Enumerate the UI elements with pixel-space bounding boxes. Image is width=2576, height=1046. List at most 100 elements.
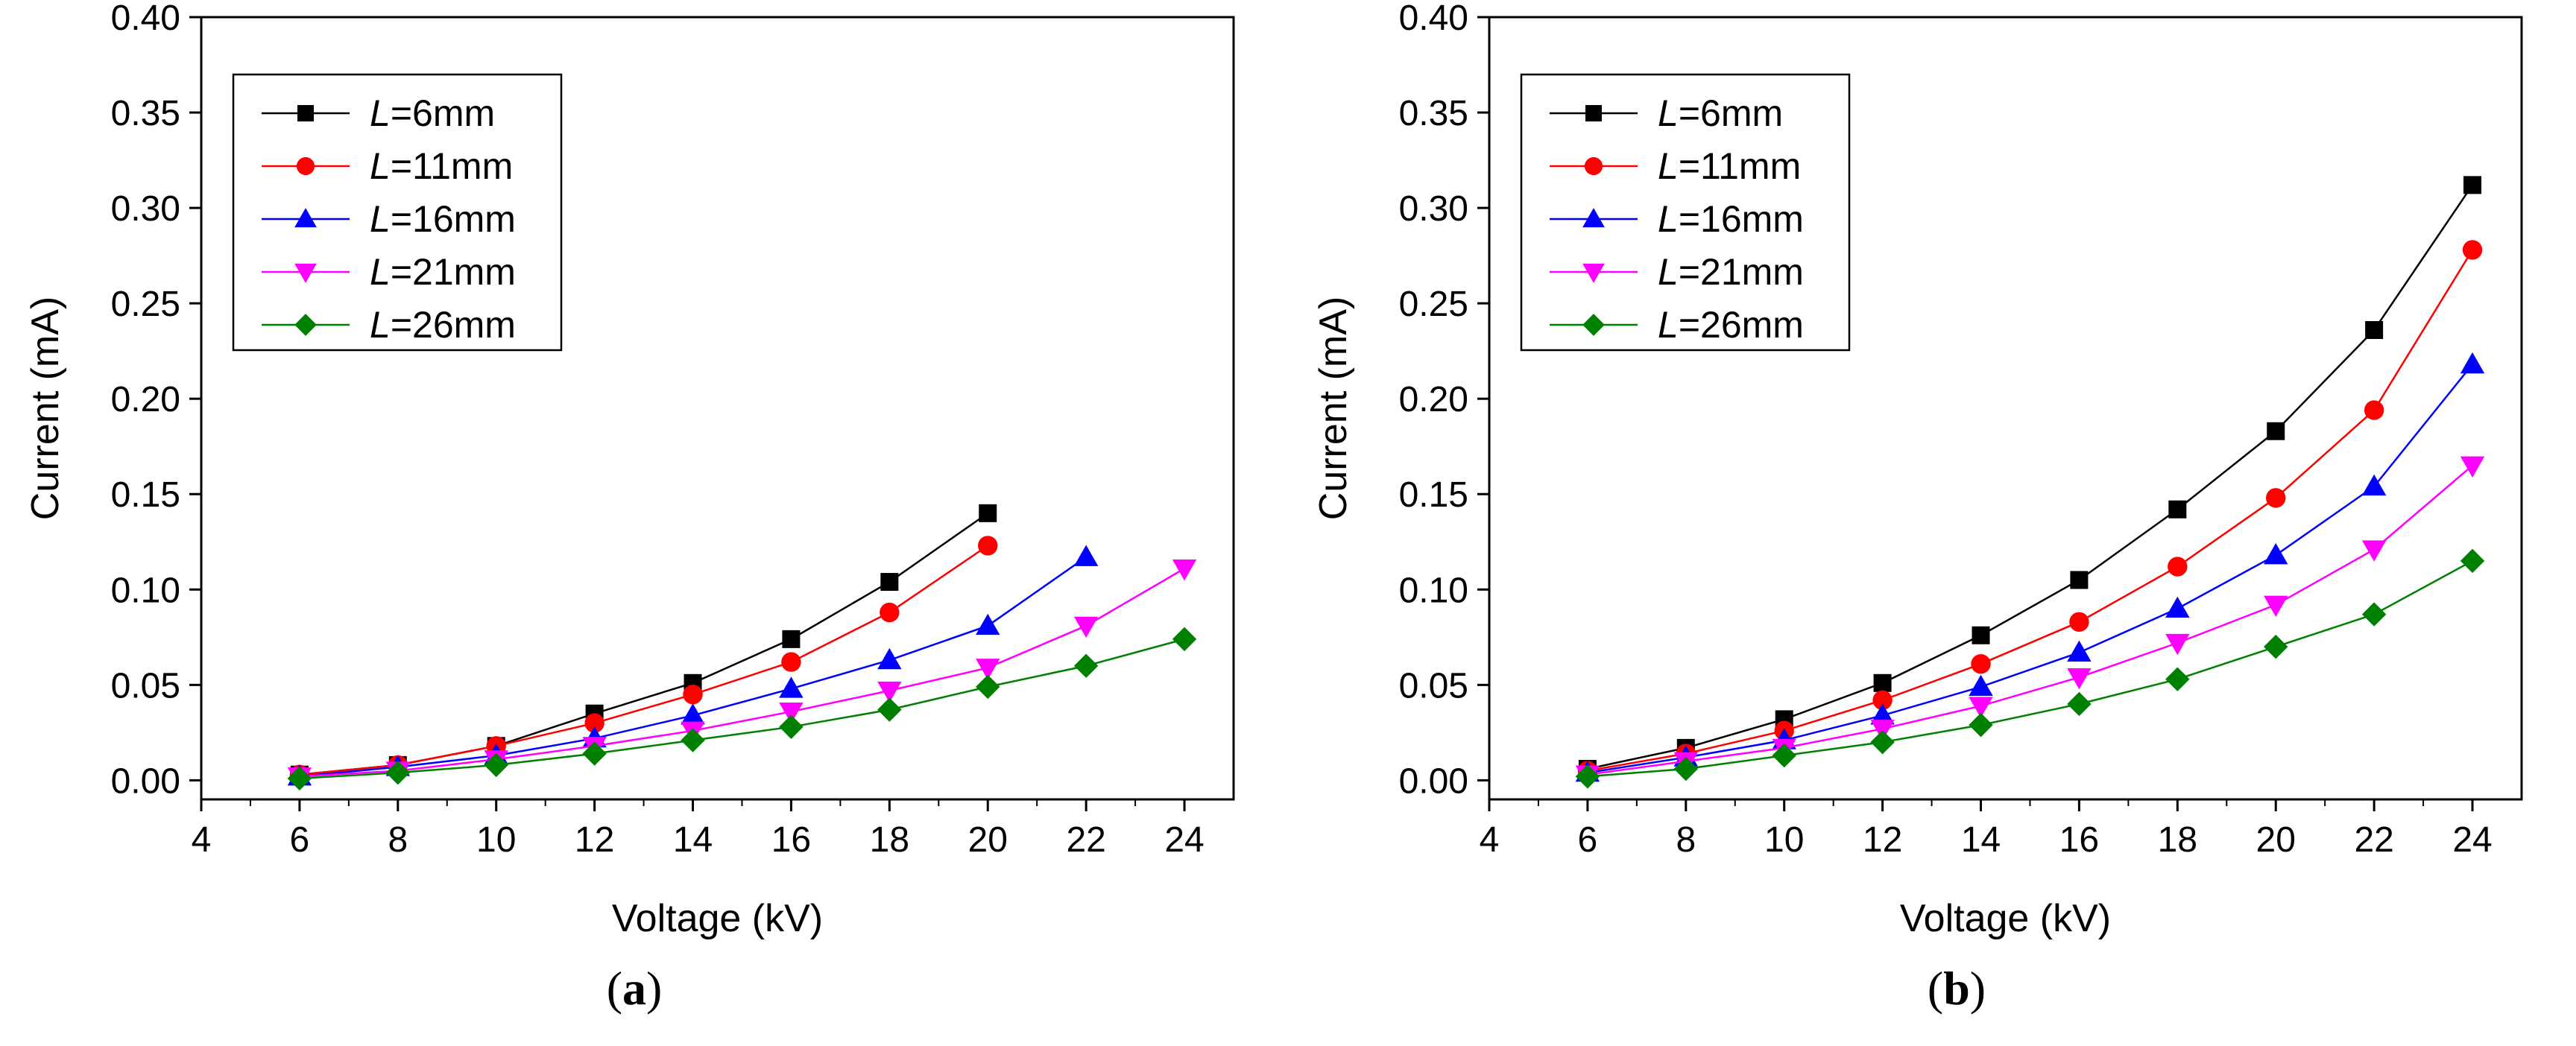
data-point <box>582 741 607 766</box>
data-point <box>1971 653 1991 674</box>
data-point <box>584 713 604 733</box>
data-point <box>880 573 899 592</box>
y-tick-label: 0.00 <box>1399 761 1468 801</box>
x-tick-label: 14 <box>673 820 713 860</box>
data-point <box>1073 653 1099 678</box>
data-point <box>1972 626 1990 644</box>
data-point <box>779 714 804 739</box>
series-26mm <box>287 627 1197 791</box>
chart-panel-a: 0.00 0.05 0.10 0.15 0.20 0.25 0.30 0.35 0.40 4 6 8 1… <box>24 0 1235 1015</box>
data-point <box>683 684 703 705</box>
legend-entry: L=6mm <box>1658 92 1783 134</box>
x-tick-label: 14 <box>1961 820 2001 860</box>
series-line <box>299 568 1185 778</box>
legend-box <box>232 73 563 352</box>
legend-entry: L=26mm <box>370 304 516 346</box>
legend-entry: L=11mm <box>1658 145 1801 187</box>
x-tick-label: 12 <box>1863 820 1902 860</box>
legend-entry: L=21mm <box>1658 251 1804 293</box>
legend-marker <box>296 156 315 176</box>
data-point <box>2361 540 2387 562</box>
x-tick-label: 22 <box>2354 820 2393 860</box>
x-tick-label: 24 <box>2452 820 2492 860</box>
y-tick-label: 0.20 <box>1399 380 1468 419</box>
panel-b-caption: (b) <box>1927 962 1986 1015</box>
y-tick-label: 0.40 <box>1399 0 1468 38</box>
data-point <box>779 676 804 698</box>
data-point <box>1073 616 1099 638</box>
legend-marker <box>1584 156 1603 176</box>
x-tick-label: 16 <box>2059 820 2099 860</box>
data-point <box>2460 352 2485 374</box>
data-point <box>287 766 312 791</box>
y-tick-label: 0.25 <box>1399 285 1468 324</box>
plot-frame <box>200 16 1235 801</box>
data-point <box>1673 756 1699 782</box>
data-point <box>877 647 902 670</box>
data-point <box>979 504 997 522</box>
legend-marker <box>1582 208 1605 228</box>
data-point <box>880 602 900 623</box>
data-point <box>2266 488 2286 508</box>
data-point <box>877 697 902 722</box>
legend-marker <box>294 314 317 336</box>
data-point <box>976 659 1000 680</box>
y-tick-label: 0.20 <box>111 380 180 419</box>
data-point <box>2462 240 2483 260</box>
x-tick-label: 10 <box>476 820 516 860</box>
data-point <box>2365 321 2384 339</box>
x-axis-label: Voltage (kV) <box>1900 897 2111 940</box>
x-axis-label: Voltage (kV) <box>612 897 823 940</box>
data-point <box>976 674 1000 700</box>
x-tick-label: 10 <box>1764 820 1804 860</box>
x-tick-label: 18 <box>870 820 909 860</box>
chart-b-svg: 0.00 0.05 0.10 0.15 0.20 0.25 0.30 0.35 0.40 4 6 8 1… <box>1312 0 2523 940</box>
series-line <box>1587 249 2474 772</box>
data-point <box>484 752 508 778</box>
data-point <box>2168 557 2188 577</box>
y-tick-label: 0.35 <box>111 94 180 133</box>
data-point <box>2070 571 2089 589</box>
data-point <box>1172 627 1197 652</box>
data-point <box>2264 542 2288 565</box>
data-point <box>2264 634 2288 659</box>
data-point <box>1772 743 1796 768</box>
plot-frame <box>1488 16 2523 801</box>
data-point <box>2267 422 2285 440</box>
data-point <box>2067 640 2092 662</box>
series-line <box>1587 560 2473 778</box>
x-tick-label: 8 <box>388 820 408 860</box>
panel-a-label: a <box>622 962 646 1015</box>
y-tick-label: 0.10 <box>111 571 180 610</box>
series-line <box>1587 464 2473 776</box>
data-point <box>782 630 801 648</box>
data-point <box>978 536 998 556</box>
series-6mm <box>290 504 997 784</box>
data-point <box>1873 673 1892 692</box>
y-tick-label: 0.00 <box>111 761 180 801</box>
data-point <box>681 703 705 725</box>
data-point <box>2165 633 2190 656</box>
y-tick-label: 0.10 <box>1399 571 1468 610</box>
legend: L=6mm L=11mm L=16mm L=21mm L=26mm <box>232 73 563 352</box>
legend: L=6mm L=11mm L=16mm L=21mm L=26mm <box>1520 73 1851 352</box>
x-tick-label: 16 <box>771 820 811 860</box>
data-point <box>2361 602 2387 627</box>
legend-marker <box>297 105 314 121</box>
data-point <box>2460 548 2485 574</box>
data-point <box>877 681 902 703</box>
x-tick-label: 4 <box>192 820 212 860</box>
legend-marker <box>1582 263 1605 283</box>
series-line <box>299 545 988 776</box>
legend-entry: L=16mm <box>370 198 516 240</box>
series-21mm <box>287 559 1197 789</box>
data-point <box>2168 500 2187 519</box>
data-point <box>2364 400 2384 420</box>
data-point <box>1870 729 1895 755</box>
data-point <box>976 613 1000 635</box>
data-point <box>385 760 411 785</box>
data-point <box>779 703 804 724</box>
x-tick-label: 4 <box>1480 820 1500 860</box>
series-line <box>299 512 988 776</box>
data-point <box>2069 612 2089 633</box>
